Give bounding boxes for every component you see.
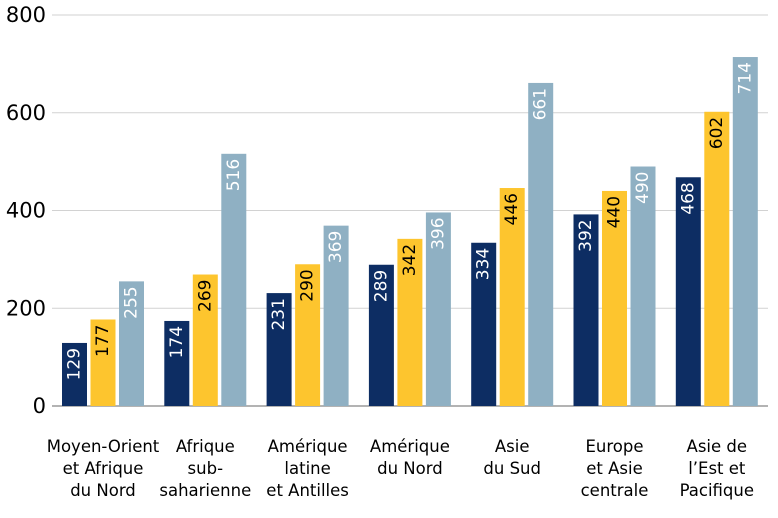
bar-value-label: 396 [428,217,448,249]
x-tick-label: et Afrique [63,459,144,478]
bar-value-label: 602 [707,117,727,149]
x-tick-label: du Sud [483,459,541,478]
bar [164,320,190,406]
bar-value-label: 392 [576,219,596,251]
bar [471,242,497,406]
y-tick-label: 600 [6,101,46,125]
x-tick-label: du Nord [70,481,136,500]
y-axis-ticks: 0 200 400 600 800 [6,3,46,418]
bar-value-label: 269 [195,280,215,312]
bar [397,238,423,406]
bar-value-label: 516 [224,159,244,191]
bar-value-label: 289 [371,270,391,302]
bar-value-label: 342 [400,244,420,276]
bar [119,281,144,406]
bar [573,214,599,406]
bar-value-label: 468 [678,182,698,214]
x-tick-label: et Asie [586,459,643,478]
bar-value-label: 174 [167,326,187,358]
x-tick-label: centrale [581,481,649,500]
bar-value-label: 369 [326,231,346,263]
bar [192,274,218,406]
x-axis-labels: Moyen-Orient et Afrique du Nord Afrique sub-… [47,437,754,500]
bar-value-label: 714 [735,62,755,94]
bar-value-label: 177 [93,324,113,356]
bar-value-label: 446 [502,193,522,225]
bars: 129 177 255 174 269 516 231 290 369 289 342 396 334 4… [62,57,758,407]
bar [675,177,701,406]
x-tick-label: Asie [495,437,530,456]
bar-value-label: 255 [122,286,142,318]
x-tick-label: Moyen-Orient [47,437,160,456]
bar [528,82,554,406]
bar [90,319,116,406]
x-tick-label: latine [284,459,330,478]
x-tick-label: Amérique [268,437,348,456]
bar-value-label: 661 [531,88,551,120]
bar [602,190,627,406]
bar-value-label: 490 [633,172,653,204]
bar [499,188,525,406]
y-tick-label: 0 [33,394,46,418]
bar [630,166,656,406]
bar-value-label: 334 [474,248,494,280]
bar-value-label: 129 [65,348,85,380]
bar [266,293,292,406]
x-tick-label: Amérique [370,437,450,456]
bar [62,342,87,406]
y-tick-label: 800 [6,3,46,27]
bar-value-label: 231 [269,298,289,330]
bar [704,111,730,407]
x-tick-label: et Antilles [266,481,349,500]
bar-value-label: 440 [605,196,625,228]
bar [732,57,758,406]
x-tick-label: sub- [188,459,224,478]
bar [295,264,321,406]
x-tick-label: Asie de [687,437,748,456]
bar [323,225,349,406]
x-tick-label: du Nord [377,459,443,478]
bar [221,153,247,406]
x-tick-label: Afrique [176,437,235,456]
y-tick-label: 200 [6,296,46,320]
bar-value-label: 290 [298,269,318,301]
x-tick-label: Europe [585,437,643,456]
x-tick-label: l’Est et [688,459,746,478]
x-tick-label: Pacifique [680,481,754,500]
bar [368,264,394,406]
x-tick-label: saharienne [159,481,251,500]
bar [425,212,451,406]
y-tick-label: 400 [6,199,46,223]
